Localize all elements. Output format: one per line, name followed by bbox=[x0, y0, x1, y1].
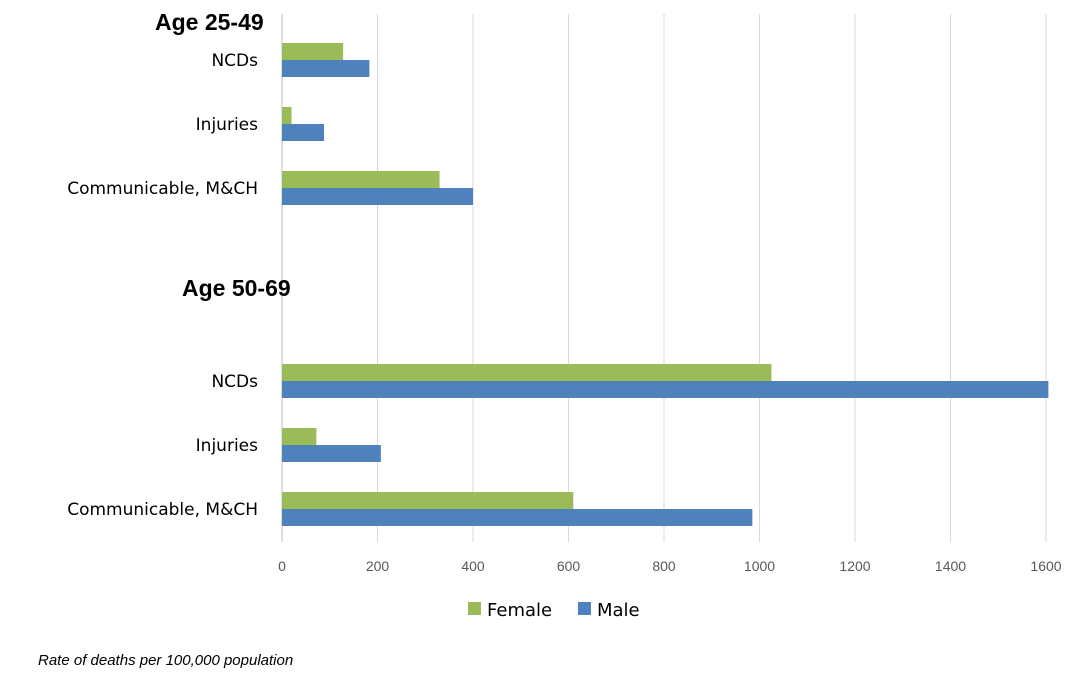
bar-female bbox=[282, 171, 440, 188]
x-tick-label: 600 bbox=[557, 558, 581, 574]
category-label: Communicable, M&CH bbox=[67, 500, 258, 520]
x-tick-label: 1200 bbox=[839, 558, 870, 574]
bar-chart: 0 200 400 600 800 1000 1200 1400 1600 Age 25-49 NC… bbox=[67, 9, 1062, 621]
bar-male bbox=[282, 188, 473, 205]
category-label: Communicable, M&CH bbox=[67, 179, 258, 199]
bar-female bbox=[282, 364, 772, 381]
legend-swatch-female bbox=[468, 602, 481, 615]
bar-female bbox=[282, 43, 344, 60]
x-tick-label: 800 bbox=[652, 558, 676, 574]
bar-male bbox=[282, 509, 753, 526]
group-title: Age 50-69 bbox=[182, 275, 291, 301]
category-label: Injuries bbox=[196, 115, 258, 135]
x-tick-label: 1000 bbox=[744, 558, 775, 574]
bar-female bbox=[282, 428, 317, 445]
legend-label-female: Female bbox=[487, 600, 552, 621]
category-label: Injuries bbox=[196, 436, 258, 456]
x-tick-label: 400 bbox=[461, 558, 485, 574]
x-tick-label: 0 bbox=[278, 558, 286, 574]
legend-swatch-male bbox=[578, 602, 591, 615]
chart-footnote: Rate of deaths per 100,000 population bbox=[38, 652, 294, 669]
legend-label-male: Male bbox=[597, 600, 640, 621]
x-tick-label: 1600 bbox=[1030, 558, 1061, 574]
bar-male bbox=[282, 60, 370, 77]
group-title: Age 25-49 bbox=[155, 9, 264, 35]
x-tick-label: 1400 bbox=[935, 558, 966, 574]
bar-female bbox=[282, 492, 574, 509]
bar-male bbox=[282, 445, 381, 462]
category-label: NCDs bbox=[211, 372, 258, 392]
bar-male bbox=[282, 124, 325, 141]
bar-female bbox=[282, 107, 292, 124]
bar-male bbox=[282, 381, 1049, 398]
x-tick-label: 200 bbox=[366, 558, 390, 574]
category-label: NCDs bbox=[211, 51, 258, 71]
